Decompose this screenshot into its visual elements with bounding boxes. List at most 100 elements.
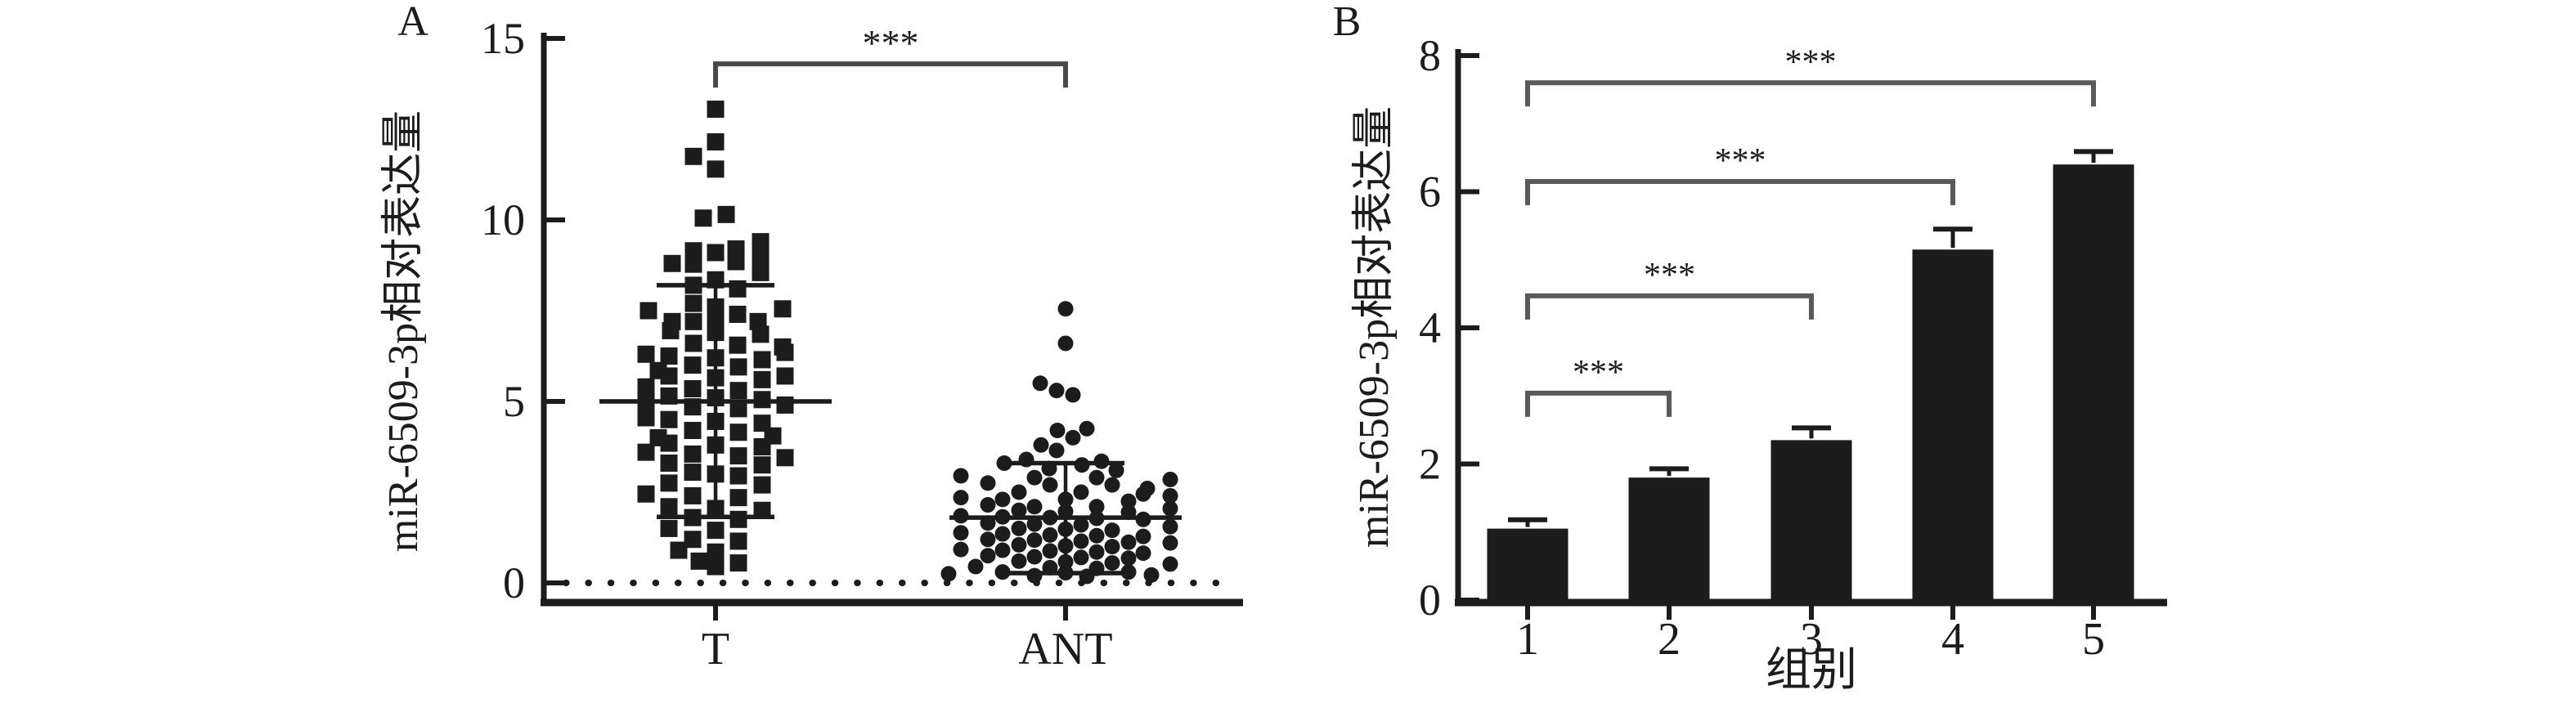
scatter-point-square	[637, 378, 655, 396]
scatter-point-square	[684, 464, 702, 482]
scatter-point-circle	[1026, 469, 1043, 486]
scatter-point-circle	[1042, 527, 1058, 543]
panel-b-letter: B	[1333, 0, 1362, 45]
scatter-point-square	[752, 263, 770, 281]
bar-group-1	[1487, 528, 1568, 603]
scatter-point-circle	[1162, 518, 1178, 535]
panel-b-category-label-1: 1	[1516, 614, 1539, 665]
scatter-point-square	[670, 541, 688, 559]
scatter-point-square	[729, 358, 747, 376]
panel-a-category-label-ant: ANT	[1018, 624, 1112, 674]
scatter-point-circle	[980, 475, 996, 491]
scatter-point-circle	[1088, 499, 1105, 515]
scatter-point-circle	[953, 490, 969, 506]
scatter-point-square	[727, 253, 745, 271]
scatter-point-square	[684, 255, 702, 273]
scatter-point-square	[690, 552, 708, 570]
scatter-point-square	[660, 519, 678, 537]
scatter-point-square	[707, 244, 725, 262]
scatter-point-circle	[1073, 549, 1089, 566]
panel-b-x-axis-title: 组别	[1766, 645, 1857, 696]
scatter-point-square	[660, 454, 678, 472]
scatter-point-square	[707, 543, 725, 561]
scatter-point-circle	[980, 531, 996, 548]
scatter-point-circle	[1162, 556, 1178, 572]
scatter-point-square	[660, 498, 678, 516]
scatter-point-square	[753, 476, 771, 494]
scatter-point-square	[660, 347, 678, 365]
scatter-point-circle	[1033, 437, 1049, 453]
scatter-point-square	[729, 467, 747, 485]
scatter-point-circle	[1073, 517, 1089, 533]
scatter-point-square	[729, 554, 747, 572]
scatter-point-circle	[1026, 532, 1043, 549]
scatter-point-square	[776, 396, 794, 414]
panel-b-significance-bracket-1-to-4	[1525, 179, 1955, 206]
panel-a-y-tick-label: 10	[481, 195, 525, 244]
scatter-point-square	[753, 370, 771, 388]
scatter-point-circle	[1143, 567, 1160, 583]
scatter-point-square	[717, 205, 735, 223]
scatter-point-square	[637, 409, 655, 427]
scatter-point-circle	[1079, 420, 1095, 437]
scatter-point-circle	[1108, 462, 1124, 478]
scatter-point-square	[729, 280, 747, 298]
scatter-point-square	[660, 434, 678, 452]
scatter-point-circle	[1120, 550, 1137, 567]
scatter-point-square	[684, 486, 702, 504]
scatter-point-circle	[953, 468, 969, 484]
panel-b-significance-stars: ***	[1573, 354, 1624, 392]
panel-b-significance-stars: ***	[1785, 43, 1837, 81]
scatter-point-circle	[996, 455, 1012, 471]
scatter-point-square	[752, 249, 770, 267]
panel-b-category-label-3: 3	[1800, 614, 1823, 665]
panel-a-letter: A	[397, 0, 429, 45]
panel-b-significance-bracket-1-to-5	[1525, 80, 2096, 107]
panel-b-category-label-4: 4	[1941, 614, 1964, 665]
scatter-point-square	[637, 443, 655, 461]
scatter-point-square	[684, 422, 702, 440]
scatter-point-square	[662, 321, 680, 339]
scatter-point-square	[729, 305, 747, 323]
scatter-point-circle	[1120, 534, 1137, 550]
scatter-point-circle	[1162, 487, 1178, 504]
scatter-point-square	[663, 254, 681, 272]
scatter-point-square	[684, 334, 702, 352]
panel-b-y-tick-label: 8	[1419, 31, 1441, 80]
scatter-point-circle	[994, 542, 1011, 558]
scatter-point-square	[753, 351, 771, 369]
scatter-point-square	[684, 294, 702, 312]
scatter-point-circle	[1011, 536, 1027, 553]
scatter-point-circle	[1120, 493, 1137, 509]
scatter-point-circle	[1026, 549, 1043, 565]
scatter-point-circle	[1088, 527, 1105, 544]
scatter-point-square	[729, 400, 747, 418]
panel-b-category-label-2: 2	[1658, 614, 1681, 665]
scatter-point-circle	[1135, 486, 1151, 502]
scatter-point-square	[729, 423, 747, 441]
scatter-point-square	[729, 532, 747, 550]
panel-a-significance-bracket	[713, 61, 1068, 88]
scatter-point-circle	[980, 548, 996, 564]
scatter-point-square	[776, 343, 794, 361]
scatter-point-square	[707, 160, 725, 178]
panel-a-y-axis-title: miR-6509-3p相对表达量	[380, 110, 427, 552]
bar-group-4	[1912, 249, 1994, 603]
scatter-point-square	[637, 485, 655, 503]
scatter-point-square	[684, 356, 702, 374]
bar-group-2	[1628, 477, 1710, 603]
panel-b-y-axis-title: miR-6509-3p相对表达量	[1351, 106, 1398, 548]
panel-b-y-tick-label: 6	[1419, 168, 1441, 217]
scatter-point-square	[707, 133, 725, 151]
scatter-point-square	[753, 438, 771, 455]
panel-b-category-label-5: 5	[2082, 614, 2105, 665]
scatter-point-circle	[1011, 484, 1027, 500]
bar-group-5	[2053, 164, 2134, 603]
scatter-point-circle	[953, 541, 969, 558]
scatter-point-square	[684, 242, 702, 260]
scatter-point-square	[637, 345, 655, 363]
scatter-point-circle	[1048, 442, 1065, 459]
scatter-point-square	[774, 300, 792, 318]
